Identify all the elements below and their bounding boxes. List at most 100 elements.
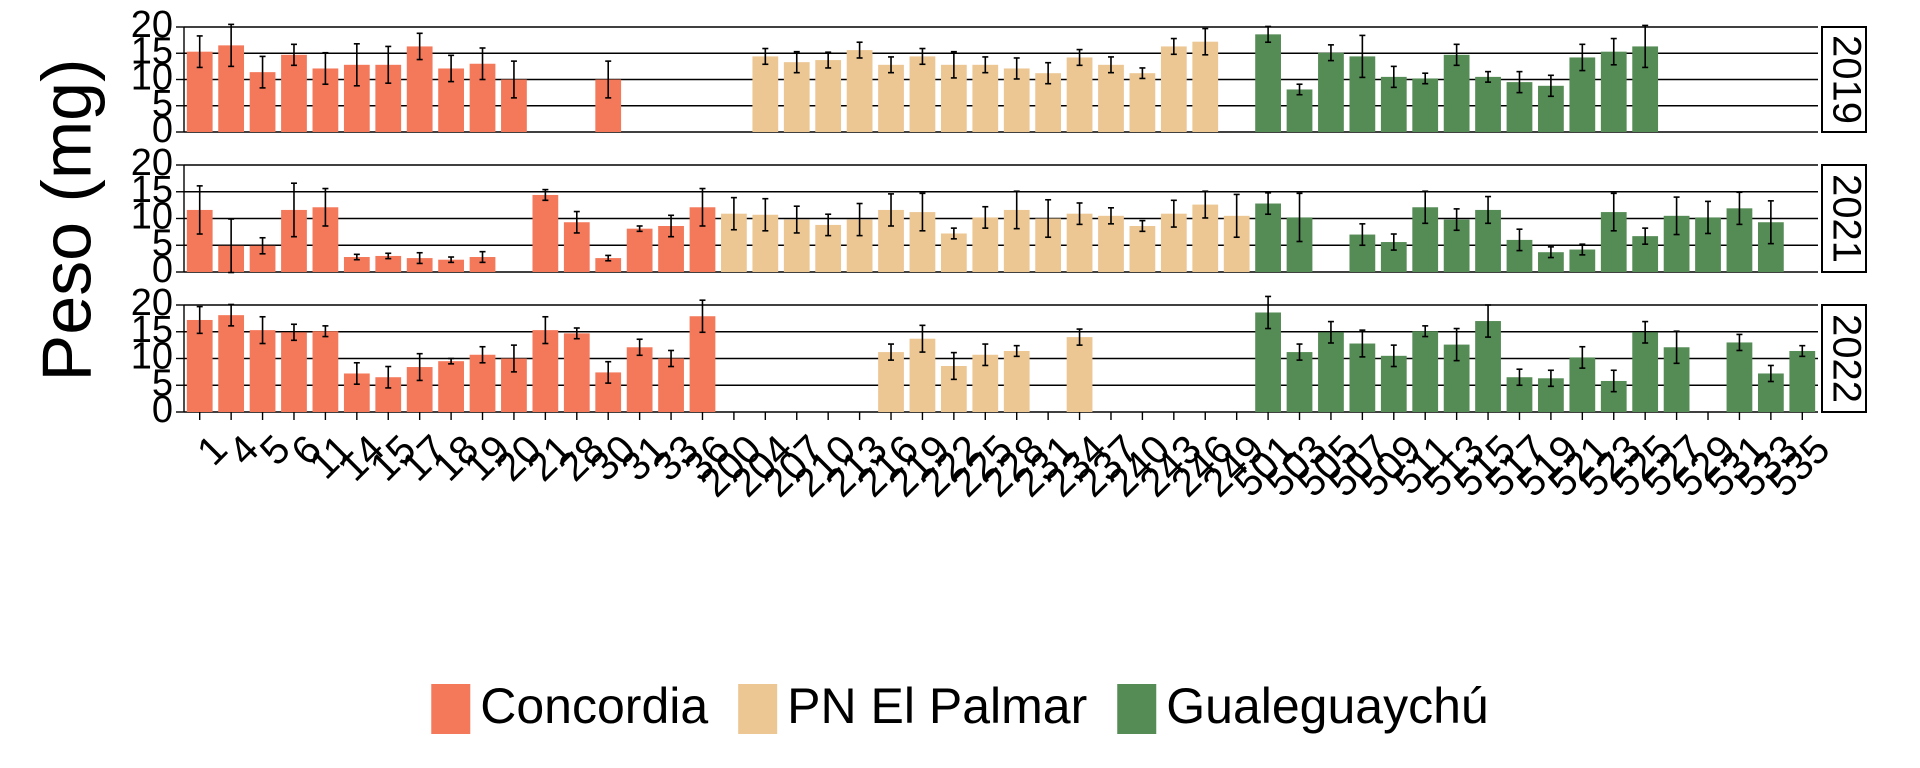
bar [846,50,873,132]
error-bar [950,50,957,79]
error-bar [479,345,486,364]
bar [1160,46,1187,132]
error-bar [730,196,737,231]
error-bar [542,315,549,345]
error-bar [982,205,989,229]
error-bar [1422,325,1429,338]
error-bar [1453,327,1460,362]
y-tick-label: 10 [131,57,173,99]
bar [1412,78,1439,132]
bar [752,56,779,132]
error-bar [385,365,392,389]
bar [815,60,842,133]
error-bar [1327,320,1334,344]
bar [312,331,339,412]
error-bar [982,56,989,74]
bar [438,259,464,272]
error-bar [950,227,957,240]
bar [1286,352,1313,412]
error-bar [856,41,863,59]
error-bar [1767,364,1774,383]
error-bar [448,54,455,83]
bar [469,257,496,272]
bar [626,347,653,412]
error-bar [1359,329,1366,358]
error-bar [228,303,235,327]
bar [1443,54,1470,133]
error-bar [1516,368,1523,387]
bar [1632,332,1659,412]
error-bar [1390,65,1397,89]
y-tick-label: 10 [131,196,173,238]
legend-label: Concordia [480,678,708,734]
legend-label: Gualeguaychú [1166,678,1488,734]
error-bar [1547,246,1554,259]
bar [375,255,402,272]
error-bar [1642,227,1649,245]
strip-label: 2021 [1824,174,1868,263]
error-bar [322,325,329,338]
bar [406,46,433,132]
error-bar [196,305,203,335]
error-bar [510,344,517,373]
error-bar [1296,343,1303,361]
error-bar [1453,208,1460,232]
error-bar [1327,44,1334,62]
error-bar [1265,192,1272,216]
error-bar [416,251,423,265]
bar [1286,89,1313,132]
y-tick-label: 5 [152,83,173,125]
error-bar [636,225,643,233]
error-bar [542,188,549,202]
error-bar [1673,330,1680,365]
error-bar [1265,295,1272,330]
error-bar [353,361,360,385]
error-bar [1799,344,1806,358]
error-bar [605,254,612,262]
y-tick-label: 15 [131,30,173,72]
error-bar [1579,345,1586,369]
error-bar [856,202,863,237]
error-bar [888,56,895,74]
error-bar [259,315,266,345]
bar [1003,351,1030,412]
error-bar [919,192,926,232]
error-bar [1516,228,1523,252]
error-bar [1170,37,1177,56]
bar [281,54,307,133]
error-bar [1767,200,1774,245]
bar [1066,337,1093,412]
error-bar [1736,333,1743,352]
bar [563,333,590,412]
bar [1789,351,1816,412]
error-bar [1422,72,1429,85]
error-bar [1579,243,1586,256]
error-bar [1076,328,1083,346]
y-tick-label: 0 [152,389,173,431]
error-bar [259,55,266,89]
error-bar [825,213,832,237]
bar [1569,249,1596,272]
error-bar [322,187,329,227]
legend-label: PN El Palmar [787,678,1087,734]
error-bar [1642,24,1649,69]
error-bar [1736,191,1743,226]
error-bar [982,343,989,367]
error-bar [1013,57,1020,80]
strip-label: 2019 [1824,35,1868,124]
error-bar [1076,48,1083,67]
error-bar [1485,304,1492,338]
error-bar [1296,192,1303,243]
error-bar [196,185,203,235]
bar [218,315,245,412]
error-bar [353,42,360,87]
error-bar [1265,25,1272,44]
error-bar [479,47,486,81]
bar [1098,215,1124,272]
bar [1255,34,1281,132]
error-bar [950,351,957,381]
error-bar [1045,61,1052,85]
bar [1098,64,1124,132]
error-bar [1516,70,1523,94]
error-bar [290,182,297,238]
